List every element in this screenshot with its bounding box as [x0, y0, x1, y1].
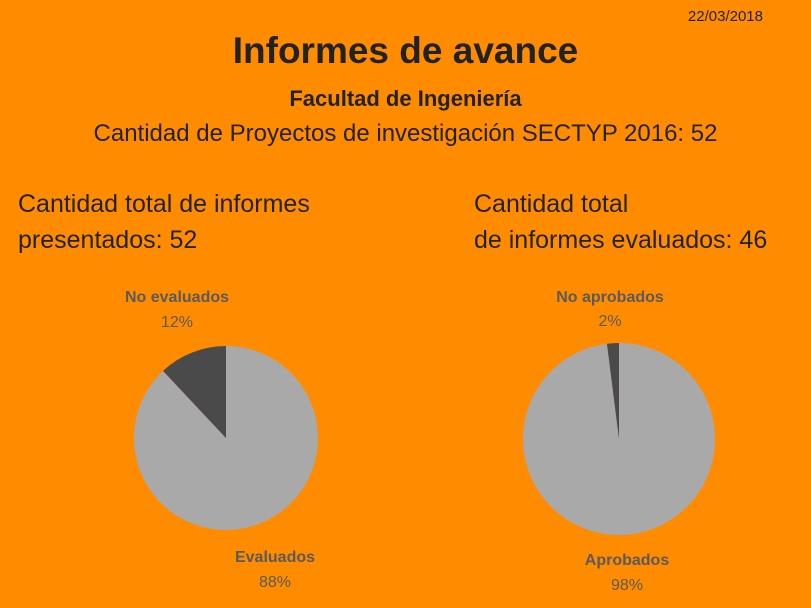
- slice-label-major: Aprobados: [585, 552, 670, 569]
- presented-summary: Cantidad total de informes presentados: …: [18, 186, 310, 258]
- pie-slice-aprobados: [522, 343, 715, 536]
- pie-slice-no-evaluados: [163, 346, 226, 438]
- pie-slice-no-aprobados: [606, 343, 619, 439]
- slice-label-minor: No evaluados: [125, 289, 229, 306]
- slice-value-minor: 12%: [161, 314, 193, 331]
- slice-value-major: 98%: [611, 577, 643, 594]
- presented-line-2: presentados: 52: [18, 226, 198, 254]
- projects-count: Cantidad de Proyectos de investigación S…: [93, 120, 718, 147]
- faculty-subtitle: Facultad de Ingeniería: [289, 86, 522, 111]
- presented-line-1: Cantidad total de informes: [18, 190, 310, 218]
- slice-value-major: 88%: [259, 574, 291, 591]
- slice-label-minor: No aprobados: [556, 289, 664, 306]
- report-date: 22/03/2018: [687, 8, 763, 25]
- evaluated-summary: Cantidad total de informes evaluados: 46: [474, 186, 767, 258]
- evaluated-pie-chart: No aprobados 2% Aprobados 98%: [522, 289, 715, 594]
- presented-pie-chart: No evaluados 12% Evaluados 88%: [125, 289, 318, 591]
- slice-label-major: Evaluados: [235, 549, 315, 566]
- pie-slice-evaluados: [133, 346, 318, 530]
- evaluated-line-1: Cantidad total: [474, 190, 629, 218]
- slice-value-minor: 2%: [598, 313, 621, 330]
- page-title: Informes de avance: [232, 30, 579, 71]
- evaluated-line-2: de informes evaluados: 46: [474, 226, 768, 254]
